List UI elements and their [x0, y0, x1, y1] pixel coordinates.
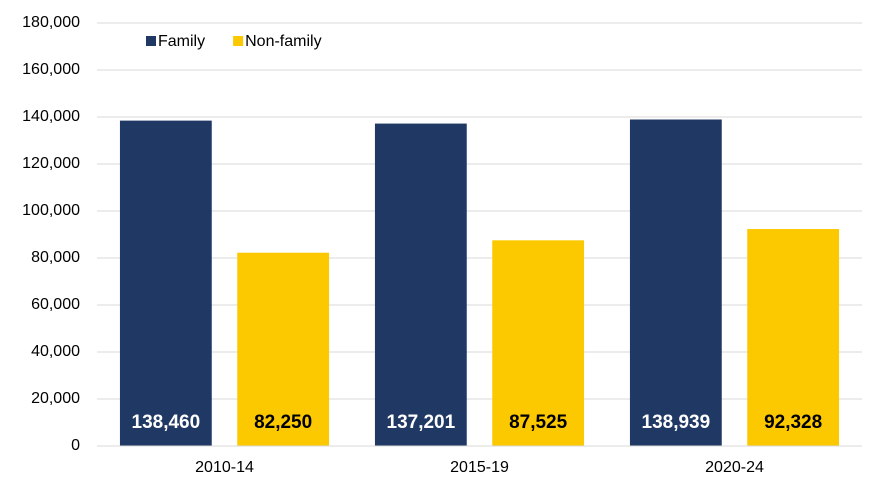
value-label: 92,328	[764, 412, 822, 433]
x-tick-label: 2015-19	[450, 459, 509, 476]
bar	[747, 229, 840, 446]
y-tick-label: 40,000	[31, 343, 80, 360]
x-tick-label: 2010-14	[195, 459, 254, 476]
bar	[492, 240, 585, 446]
y-tick-label: 180,000	[22, 14, 80, 31]
legend-swatch	[233, 36, 244, 46]
bar	[237, 252, 330, 446]
value-label: 87,525	[509, 412, 568, 433]
value-label: 137,201	[387, 412, 456, 433]
y-tick-label: 140,000	[22, 108, 80, 125]
legend-label: Family	[158, 33, 205, 50]
value-label: 138,460	[132, 412, 201, 433]
y-tick-label: 60,000	[31, 296, 80, 313]
y-tick-label: 0	[71, 437, 80, 454]
y-tick-label: 100,000	[22, 202, 80, 219]
bar	[119, 120, 212, 446]
y-tick-label: 160,000	[22, 61, 80, 78]
x-tick-label: 2020-24	[705, 459, 764, 476]
y-tick-label: 20,000	[31, 390, 80, 407]
value-label: 138,939	[642, 412, 711, 433]
y-tick-label: 80,000	[31, 249, 80, 266]
y-tick-label: 120,000	[22, 155, 80, 172]
value-label: 82,250	[254, 412, 312, 433]
legend-swatch	[146, 36, 156, 46]
bar	[629, 119, 722, 446]
legend-label: Non-family	[245, 33, 321, 50]
bar	[374, 123, 467, 447]
